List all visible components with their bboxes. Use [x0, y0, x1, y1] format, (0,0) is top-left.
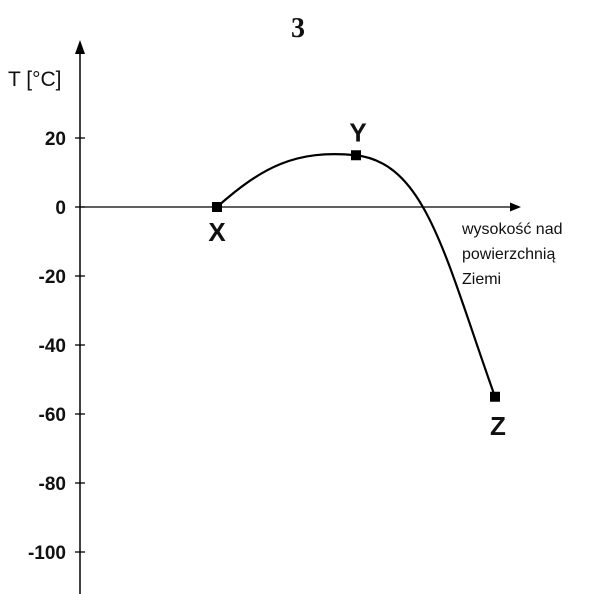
y-ticks: 20 0 -20 -40 -60 -80 -100	[28, 129, 85, 564]
y-axis-label: T [°C]	[8, 68, 62, 91]
page-number: 3	[291, 13, 305, 44]
x-axis-label-line: powierzchnią	[462, 246, 555, 263]
data-points: X Y Z	[208, 117, 506, 441]
data-point-marker	[351, 150, 361, 161]
x-axis-label-line: wysokość nad	[461, 221, 563, 238]
data-point-label: X	[208, 217, 226, 247]
y-tick-label: -100	[28, 543, 66, 564]
axes	[75, 40, 521, 594]
data-point-marker	[490, 391, 500, 402]
y-tick-label: -40	[39, 336, 66, 357]
y-tick-label: -60	[39, 405, 66, 426]
y-tick-label: -20	[39, 267, 66, 288]
x-axis-arrow	[510, 202, 521, 212]
y-tick-label: 0	[55, 198, 66, 219]
data-point-label: Z	[490, 411, 506, 441]
data-point-marker	[212, 202, 222, 212]
x-axis-label: wysokość nad powierzchnią Ziemi	[461, 221, 567, 288]
y-tick-label: 20	[45, 129, 66, 150]
temperature-curve	[216, 153, 497, 398]
y-tick-label: -80	[39, 474, 66, 495]
data-point-label: Y	[349, 117, 366, 147]
y-axis-arrow	[75, 40, 85, 54]
x-axis-label-line: Ziemi	[462, 271, 501, 288]
